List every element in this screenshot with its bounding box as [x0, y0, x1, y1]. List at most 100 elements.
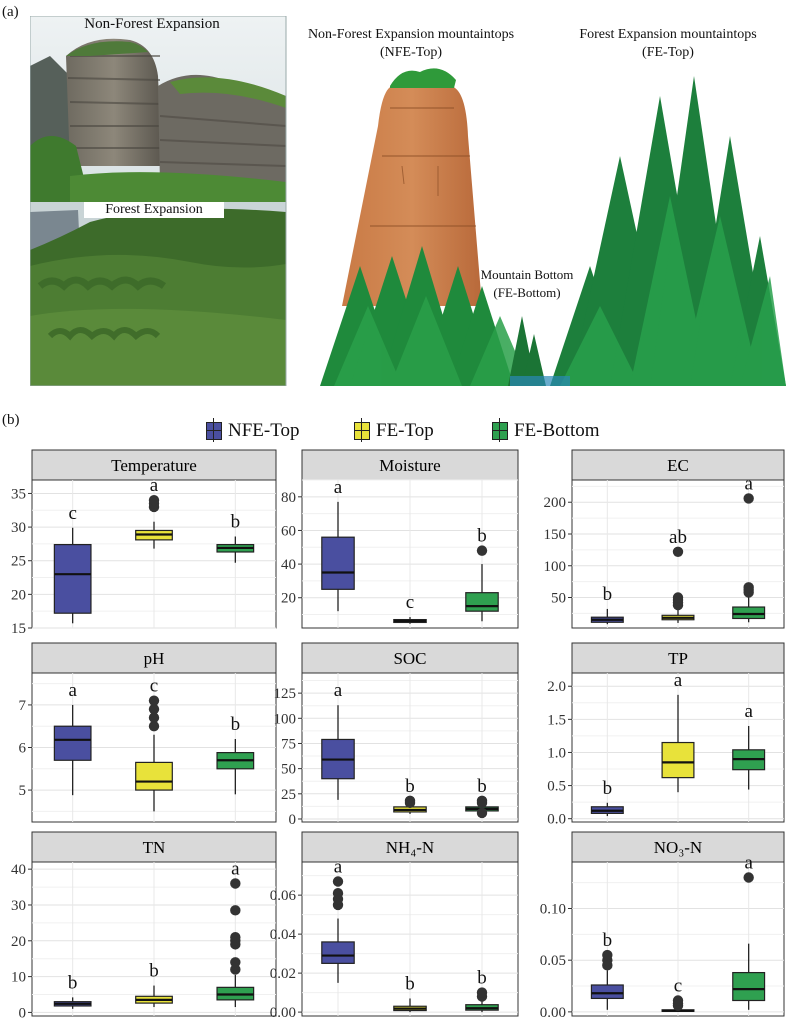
- label-nfe-top: Non-Forest Expansion mountaintops (NFE-T…: [286, 26, 536, 62]
- box-nfe-top: a: [321, 856, 355, 983]
- outlier-point: [743, 582, 754, 593]
- panel-title: NH₄-N: [386, 838, 434, 857]
- boxplot-ec: EC 50 100 150 200 b ab a: [544, 449, 785, 629]
- significance-letter: b: [68, 972, 78, 993]
- y-tick-label: 0: [19, 1005, 27, 1021]
- panel-title: Temperature: [111, 456, 197, 475]
- outlier-point: [230, 905, 241, 916]
- outlier-point: [148, 494, 160, 506]
- box-nfe-top: b: [590, 930, 624, 1010]
- significance-letter: b: [405, 776, 415, 797]
- y-tick-label: 0.00: [540, 1005, 566, 1021]
- box-fe-bottom: a: [732, 701, 766, 790]
- panel-title: TN: [143, 838, 166, 857]
- legend: NFE-Top FE-Top FE-Bottom: [0, 418, 788, 444]
- outlier-point: [476, 795, 488, 807]
- mountain-illustration: [288, 16, 786, 386]
- outlier-point: [743, 493, 754, 504]
- panel-title: Moisture: [379, 456, 440, 475]
- box-fe-top: c: [661, 975, 695, 1012]
- box-iqr: [465, 592, 499, 612]
- label-fe-bottom: Mountain Bottom (FE-Bottom): [462, 266, 592, 302]
- panel-strip: [571, 642, 785, 674]
- legend-item-fe-bottom: FE-Bottom: [492, 418, 600, 444]
- boxplot-soc: SOC 0 25 50 75 100 125 a b b: [274, 642, 519, 828]
- panel-b-label: (b): [2, 412, 20, 428]
- boxplot-no-n: NO₃-N 0.00 0.05 0.10 b c a: [540, 831, 785, 1021]
- significance-letter: c: [150, 676, 158, 697]
- significance-letter: a: [231, 858, 240, 879]
- y-tick-label: 100: [274, 711, 297, 727]
- significance-letter: c: [406, 592, 414, 613]
- boxplot-moisture: Moisture 20 40 60 80 a c b: [281, 449, 519, 629]
- significance-letter: b: [477, 968, 487, 989]
- outlier-point: [332, 887, 344, 899]
- box-nfe-top: b: [53, 972, 92, 1009]
- y-tick-label: 25: [11, 554, 26, 570]
- y-tick-label: 40: [281, 557, 296, 573]
- box-iqr: [732, 606, 766, 620]
- panel-strip: [301, 642, 519, 674]
- significance-letter: a: [334, 680, 343, 701]
- box-fe-bottom: b: [465, 526, 499, 622]
- box-fe-top: b: [393, 776, 427, 814]
- significance-letter: c: [674, 975, 682, 996]
- y-tick-label: 60: [281, 523, 296, 539]
- boxplot-tp: TP 0.0 0.5 1.0 1.5 2.0 b a a: [547, 642, 785, 828]
- caption-forest-expansion: Forest Expansion: [84, 202, 224, 218]
- legend-key-nfe-top: [206, 418, 222, 442]
- significance-letter: a: [674, 670, 683, 691]
- y-tick-label: 30: [11, 520, 26, 536]
- box-nfe-top: b: [590, 778, 624, 817]
- box-fe-bottom: b: [465, 968, 499, 1013]
- label-fe-bottom-line1: Mountain Bottom: [480, 267, 574, 282]
- box-fe-bottom: b: [216, 512, 255, 563]
- y-tick-label: 10: [11, 970, 26, 986]
- y-tick-label: 0: [289, 812, 297, 828]
- y-tick-label: 0.05: [540, 953, 566, 969]
- y-tick-label: 25: [281, 787, 296, 803]
- y-tick-label: 75: [281, 736, 296, 752]
- box-nfe-top: a: [53, 680, 92, 796]
- significance-letter: b: [405, 973, 415, 994]
- significance-letter: a: [334, 856, 343, 877]
- legend-label-fe-bottom: FE-Bottom: [514, 420, 600, 441]
- label-nfe-top-line2: (NFE-Top): [379, 45, 442, 60]
- y-tick-label: 0.04: [270, 927, 297, 943]
- y-tick-label: 2.0: [547, 679, 566, 695]
- y-tick-label: 30: [11, 898, 26, 914]
- y-tick-label: 200: [544, 495, 567, 511]
- label-fe-top-line1: Forest Expansion mountaintops: [579, 27, 757, 42]
- legend-item-nfe-top: NFE-Top: [206, 418, 300, 444]
- outlier-point: [672, 592, 684, 603]
- y-tick-label: 1.5: [547, 712, 566, 728]
- y-tick-label: 20: [11, 587, 26, 603]
- box-fe-top: a: [135, 475, 173, 549]
- significance-letter: b: [603, 778, 613, 799]
- label-fe-top: Forest Expansion mountaintops (FE-Top): [560, 26, 776, 62]
- box-iqr: [590, 984, 624, 1000]
- significance-letter: a: [68, 680, 77, 701]
- box-fe-bottom: b: [216, 714, 255, 795]
- box-nfe-top: c: [53, 503, 92, 624]
- significance-letter: b: [603, 930, 613, 951]
- outlier-point: [148, 721, 160, 732]
- significance-letter: a: [150, 475, 159, 496]
- box-fe-bottom: b: [465, 776, 499, 819]
- box-fe-top: b: [135, 961, 173, 1008]
- significance-letter: b: [149, 961, 159, 982]
- boxplot-ph: pH 5 6 7 a c b: [19, 642, 277, 823]
- y-tick-label: 35: [11, 486, 26, 502]
- panel-title: SOC: [393, 649, 426, 668]
- box-iqr: [53, 543, 92, 614]
- label-fe-bottom-line2: (FE-Bottom): [493, 285, 561, 300]
- box-fe-top: b: [393, 973, 427, 1013]
- outlier-point: [476, 807, 488, 819]
- significance-letter: a: [744, 853, 753, 874]
- box-fe-top: c: [393, 592, 427, 624]
- panel-a-label: (a): [2, 4, 19, 20]
- y-tick-label: 0.0: [547, 812, 566, 828]
- photo-forest-expansion: [30, 202, 286, 386]
- caption-non-forest-expansion: Non-Forest Expansion: [84, 16, 220, 32]
